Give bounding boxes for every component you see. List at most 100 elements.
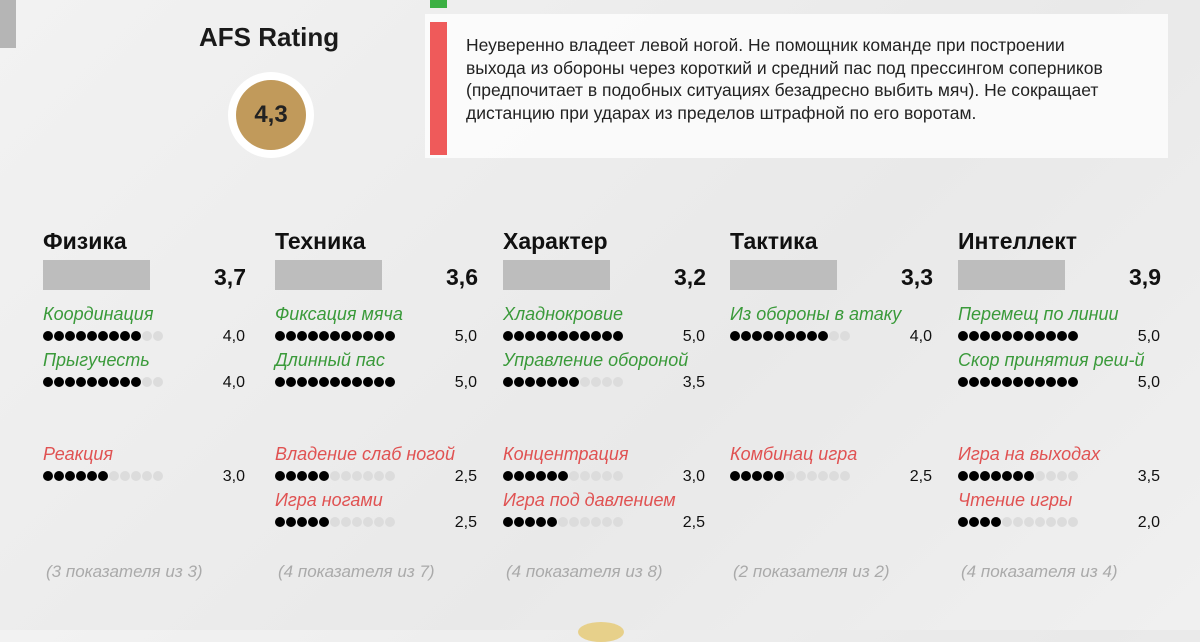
rating-dot xyxy=(43,471,53,481)
rating-dot xyxy=(131,331,141,341)
rating-dot xyxy=(297,331,307,341)
rating-dot xyxy=(1013,471,1023,481)
rating-dot xyxy=(76,377,86,387)
rating-dot xyxy=(1068,377,1078,387)
rating-dot xyxy=(385,331,395,341)
rating-dot xyxy=(730,471,740,481)
rating-dot xyxy=(569,377,579,387)
rating-dot xyxy=(120,331,130,341)
skill-value: 5,0 xyxy=(682,328,705,345)
rating-dot xyxy=(363,331,373,341)
afs-rating-title: AFS Rating xyxy=(199,22,340,52)
rating-dot xyxy=(1002,331,1012,341)
skill-item: Скор принятия реш-й 5,0 xyxy=(958,350,1188,392)
rating-dot xyxy=(308,377,318,387)
rating-dot xyxy=(741,471,751,481)
skill-dots xyxy=(503,372,733,392)
rating-dot xyxy=(1002,471,1012,481)
rating-dot xyxy=(547,331,557,341)
skill-item: Управление обороной 3,5 xyxy=(503,350,733,392)
category-bar xyxy=(730,260,837,290)
rating-dot xyxy=(98,377,108,387)
rating-dot xyxy=(602,517,612,527)
category-score: 3,9 xyxy=(1129,264,1161,290)
rating-dot xyxy=(98,331,108,341)
rating-dot xyxy=(558,377,568,387)
skill-value: 4,0 xyxy=(909,328,932,345)
rating-dot xyxy=(1057,377,1067,387)
skill-dots xyxy=(730,466,960,486)
rating-dot xyxy=(774,331,784,341)
rating-dot xyxy=(1013,377,1023,387)
rating-dot xyxy=(525,331,535,341)
rating-dot xyxy=(774,471,784,481)
rating-dot xyxy=(330,471,340,481)
rating-dot xyxy=(969,517,979,527)
rating-dot xyxy=(536,377,546,387)
skill-name: Перемещ по линии xyxy=(958,304,1119,324)
rating-dot xyxy=(958,517,968,527)
rating-dot xyxy=(525,377,535,387)
rating-dot xyxy=(352,471,362,481)
skill-value: 3,5 xyxy=(682,374,705,391)
category-bar xyxy=(275,260,382,290)
category-note: (2 показателя из 2) xyxy=(733,562,890,581)
skill-item: Длинный пас 5,0 xyxy=(275,350,505,392)
rating-dot xyxy=(374,331,384,341)
rating-dot xyxy=(980,331,990,341)
rating-dot xyxy=(591,331,601,341)
category-title: Характер xyxy=(503,228,608,254)
rating-dot xyxy=(1046,517,1056,527)
rating-dot xyxy=(153,471,163,481)
rating-dot xyxy=(1057,331,1067,341)
rating-dot xyxy=(1046,331,1056,341)
skill-value: 2,5 xyxy=(454,468,477,485)
rating-dot xyxy=(385,471,395,481)
weakness-panel xyxy=(425,14,1168,158)
skill-dots xyxy=(275,512,505,532)
rating-dot xyxy=(109,377,119,387)
category-score: 3,2 xyxy=(674,264,706,290)
rating-dot xyxy=(1024,331,1034,341)
rating-dot xyxy=(275,331,285,341)
rating-dot xyxy=(980,377,990,387)
rating-dot xyxy=(275,517,285,527)
skill-name: Концентрация xyxy=(503,444,629,464)
rating-dot xyxy=(341,517,351,527)
rating-dot xyxy=(1024,377,1034,387)
rating-dot xyxy=(796,471,806,481)
skill-name: Координация xyxy=(43,304,154,324)
rating-dot xyxy=(319,471,329,481)
rating-dot xyxy=(54,331,64,341)
skill-dots xyxy=(503,326,733,346)
rating-dot xyxy=(829,471,839,481)
rating-dot xyxy=(818,471,828,481)
category-title: Техника xyxy=(275,228,366,254)
skill-value: 3,0 xyxy=(222,468,245,485)
rating-dot xyxy=(514,377,524,387)
rating-dot xyxy=(1013,331,1023,341)
category-note: (4 показателя из 4) xyxy=(961,562,1118,581)
category-bar xyxy=(43,260,150,290)
skill-item: Игра на выходах 3,5 xyxy=(958,444,1188,486)
rating-dot xyxy=(991,471,1001,481)
rating-dot xyxy=(319,517,329,527)
rating-dot xyxy=(341,471,351,481)
rating-dot xyxy=(514,331,524,341)
skill-name: Хладнокровие xyxy=(503,304,623,324)
rating-dot xyxy=(319,377,329,387)
rating-dot xyxy=(580,517,590,527)
category-score: 3,6 xyxy=(446,264,478,290)
rating-dot xyxy=(547,517,557,527)
category-note: (4 показателя из 8) xyxy=(506,562,663,581)
strength-marker xyxy=(430,0,447,8)
skill-value: 3,0 xyxy=(682,468,705,485)
skill-item: Хладнокровие 5,0 xyxy=(503,304,733,346)
rating-dot xyxy=(969,377,979,387)
rating-dot xyxy=(65,471,75,481)
skill-name: Чтение игры xyxy=(958,490,1073,510)
rating-dot xyxy=(54,377,64,387)
category-title: Тактика xyxy=(730,228,818,254)
rating-dot xyxy=(613,377,623,387)
rating-dot xyxy=(1068,471,1078,481)
